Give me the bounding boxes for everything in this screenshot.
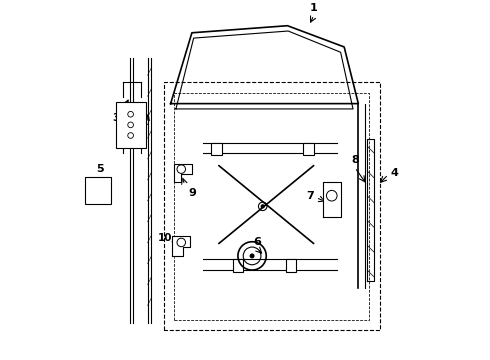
Text: 9: 9 [188,188,196,198]
Text: 4: 4 [391,168,399,178]
Circle shape [261,205,264,208]
Bar [303,143,314,155]
Text: 10: 10 [158,233,172,243]
Bar [286,260,296,272]
Bar [233,260,243,272]
Text: 7: 7 [306,191,314,201]
Text: 1: 1 [310,3,318,13]
Polygon shape [172,237,190,256]
Polygon shape [323,181,341,217]
Bar [211,143,222,155]
Text: 2: 2 [140,117,148,127]
Text: 8: 8 [351,154,359,165]
FancyBboxPatch shape [85,177,112,204]
Circle shape [250,254,254,258]
Text: 5: 5 [96,165,103,175]
Text: 6: 6 [253,237,261,247]
FancyBboxPatch shape [116,102,146,148]
Polygon shape [174,164,192,181]
Text: 3: 3 [112,113,120,123]
